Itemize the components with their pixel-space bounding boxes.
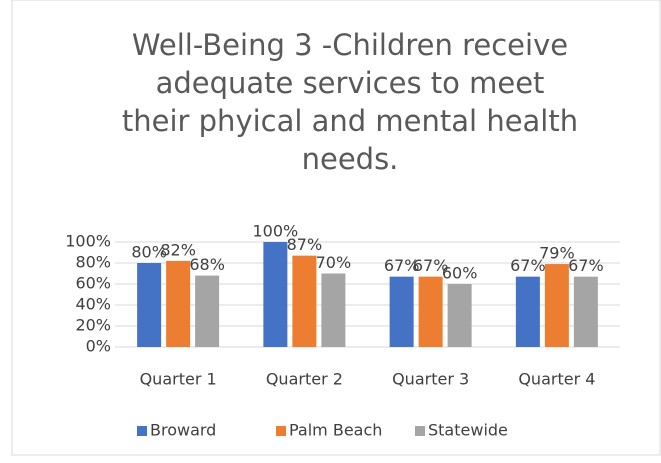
data-label: 68% (189, 255, 225, 274)
legend-swatch (276, 426, 286, 436)
legend-label: Statewide (428, 421, 508, 440)
data-label: 67% (510, 256, 546, 275)
data-label: 70% (316, 253, 352, 272)
data-label: 80% (131, 243, 167, 262)
x-tick-label: Quarter 2 (266, 370, 343, 389)
y-tick-label: 0% (86, 337, 111, 356)
legend-label: Broward (150, 421, 216, 440)
bar (573, 276, 598, 347)
data-label: 67% (384, 256, 420, 275)
bar (263, 242, 288, 347)
data-label: 87% (287, 235, 323, 254)
y-tick-label: 20% (75, 316, 111, 335)
chart-border (11, 0, 661, 456)
legend-swatch (415, 426, 425, 436)
bar (292, 255, 317, 347)
data-label: 82% (160, 240, 196, 259)
legend-swatch (137, 426, 147, 436)
data-label: 67% (413, 256, 449, 275)
bar (418, 276, 443, 347)
x-tick-label: Quarter 3 (392, 370, 469, 389)
legend-label: Palm Beach (289, 421, 382, 440)
y-tick-label: 60% (75, 274, 111, 293)
bar (195, 275, 220, 347)
bar (321, 273, 346, 347)
y-tick-label: 100% (65, 232, 111, 251)
data-label: 67% (568, 256, 604, 275)
data-label: 60% (442, 264, 478, 283)
x-tick-label: Quarter 4 (518, 370, 595, 389)
chart-title: Well-Being 3 -Children receive adequate … (121, 28, 579, 176)
bar (166, 260, 191, 347)
bar (389, 276, 414, 347)
x-tick-label: Quarter 1 (140, 370, 217, 389)
bar (544, 264, 569, 347)
data-label: 100% (253, 222, 299, 241)
bar (515, 276, 540, 347)
bar (447, 284, 472, 347)
y-tick-label: 40% (75, 295, 111, 314)
y-tick-label: 80% (75, 253, 111, 272)
bar (137, 263, 162, 347)
data-label: 79% (539, 244, 575, 263)
